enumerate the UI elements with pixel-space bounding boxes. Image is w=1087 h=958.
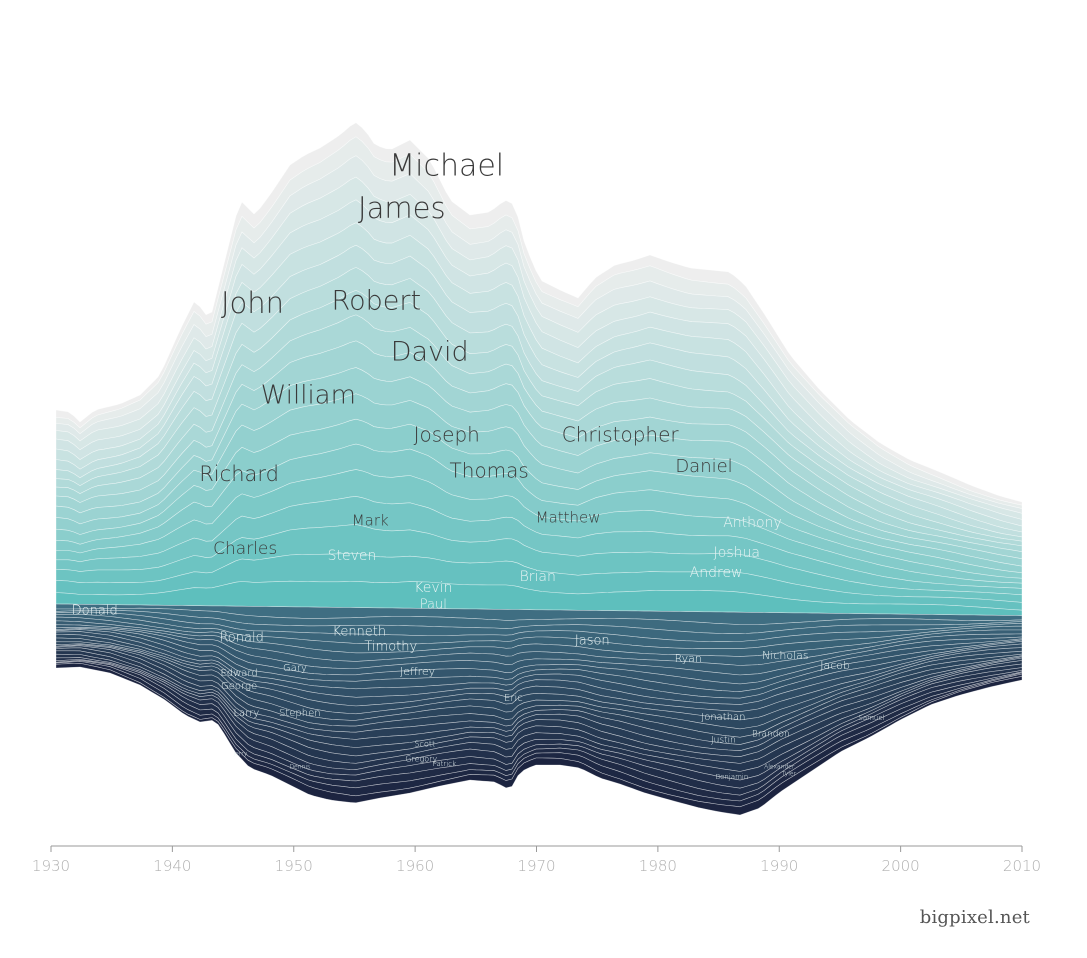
x-tick-label: 1980 [639,857,677,875]
series-label-george: George [221,681,257,692]
series-label-edward: Edward [220,668,257,679]
series-label-timothy: Timothy [364,640,417,655]
series-label-kevin: Kevin [414,580,452,596]
x-tick-label: 2000 [882,857,920,875]
series-label-scott: Scott [414,740,435,749]
series-label-william: William [261,381,356,411]
series-label-steven: Steven [328,548,377,564]
x-tick-label: 1960 [396,857,434,875]
x-tick-label: 1990 [760,857,798,875]
series-label-michael: Michael [389,149,504,184]
series-label-jerry: Jerry [233,751,247,758]
series-label-james: James [358,191,446,225]
series-label-gary: Gary [283,663,307,674]
series-label-jason: Jason [575,634,610,649]
stream-layers [55,122,1023,816]
series-label-brian: Brian [520,569,556,585]
series-label-gregory: Gregory [405,755,437,764]
series-label-eric: Eric [504,693,523,704]
x-tick-label: 1970 [517,857,555,875]
series-label-kenneth: Kenneth [332,625,386,640]
series-label-thomas: Thomas [450,459,529,483]
stream-layer [55,662,1023,816]
series-label-daniel: Daniel [675,456,732,477]
series-label-joshua: Joshua [714,545,760,561]
series-label-andrew: Andrew [690,565,743,581]
series-label-john: John [221,286,284,320]
series-label-mark: Mark [352,512,389,530]
series-label-benjamin: Benjamin [716,773,749,781]
series-label-justin: Justin [711,736,736,746]
series-label-joseph: Joseph [414,423,480,447]
series-labels: Michael James John Robert David William Joseph… [72,149,885,782]
series-label-larry: Larry [233,708,259,719]
series-label-tyler: Tyler [782,771,797,778]
credit-text: bigpixel.net [919,907,1030,928]
series-label-brandon: Brandon [752,730,790,740]
series-label-christopher: Christopher [562,423,680,447]
series-label-dennis: Dennis [289,764,310,771]
series-label-robert: Robert [332,286,422,317]
series-label-ryan: Ryan [675,652,702,665]
series-label-richard: Richard [199,462,279,486]
series-label-nicholas: Nicholas [762,649,809,662]
series-label-charles: Charles [213,539,277,559]
x-axis: 1930 1940 1950 1960 1970 1980 1990 2000 2010 [32,845,1041,875]
series-label-paul: Paul [420,598,447,613]
series-label-ronald: Ronald [219,631,263,646]
series-label-patrick: Patrick [432,760,456,768]
series-label-jeffrey: Jeffrey [400,665,435,678]
series-label-samuel: Samuel [858,714,884,722]
series-label-matthew: Matthew [536,509,601,527]
x-tick-label: 2010 [1003,857,1041,875]
series-label-anthony: Anthony [723,515,782,531]
x-tick-label: 1950 [275,857,313,875]
x-tick-label: 1930 [32,857,70,875]
series-label-alexander: Alexander [764,764,795,771]
series-label-david: David [391,337,469,368]
series-label-jacob: Jacob [820,659,850,672]
series-label-stephen: Stephen [279,708,321,719]
series-label-jonathan: Jonathan [701,712,745,723]
x-tick-label: 1940 [153,857,191,875]
series-label-donald: Donald [72,604,118,619]
